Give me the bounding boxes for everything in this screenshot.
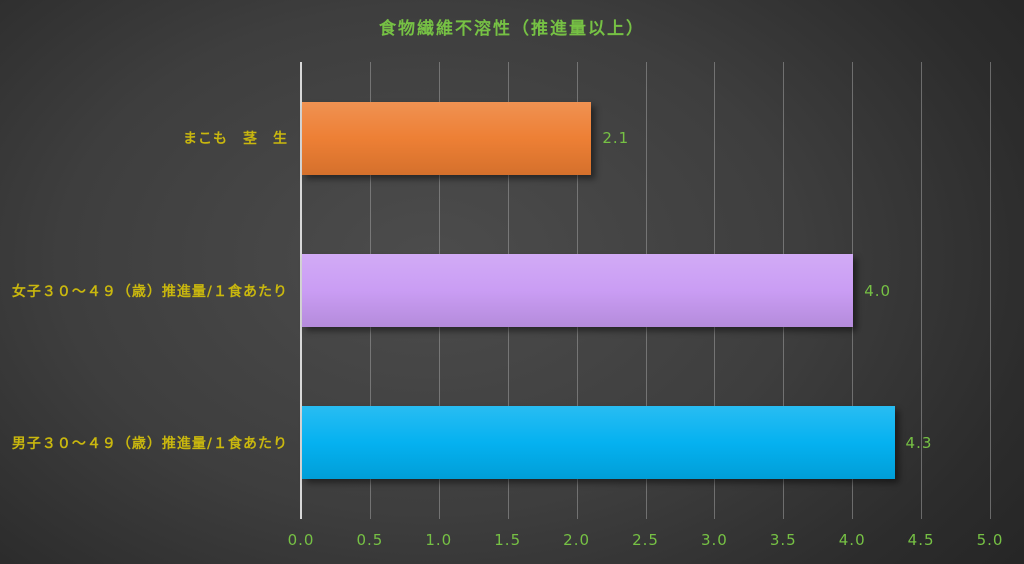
x-axis-tick-label: 3.0 bbox=[700, 531, 728, 549]
bar-series-3 bbox=[302, 406, 895, 480]
bar-series-2 bbox=[302, 254, 854, 327]
data-label: 4.3 bbox=[905, 433, 933, 452]
category-label: 男子３０～４９（歳）推進量/１食あたり bbox=[11, 435, 288, 452]
x-axis-tick-label: 0.5 bbox=[356, 531, 384, 549]
x-axis-tick-label: 0.0 bbox=[287, 531, 315, 549]
data-label: 2.1 bbox=[602, 129, 630, 148]
x-axis-tick-label: 1.5 bbox=[494, 531, 522, 549]
bar-series-1 bbox=[302, 101, 592, 175]
x-axis-tick-label: 3.5 bbox=[769, 531, 797, 549]
gridline bbox=[990, 62, 991, 519]
value-axis-line bbox=[300, 62, 302, 519]
data-label: 4.0 bbox=[864, 281, 892, 300]
x-axis-tick-label: 2.5 bbox=[632, 531, 659, 549]
plot-area: 0.0 0.5 1.0 1.5 2.0 2.5 3.0 3.5 4.0 4.5 5.0 2.1 まこも … bbox=[12, 62, 1002, 549]
x-axis-tick-label: 1.0 bbox=[425, 531, 453, 549]
chart-title: 食物繊維不溶性（推進量以上） bbox=[379, 19, 645, 39]
x-axis-tick-label: 2.0 bbox=[563, 531, 591, 549]
x-axis-tick-label: 5.0 bbox=[976, 531, 1004, 549]
x-axis-tick-label: 4.5 bbox=[907, 531, 935, 549]
gridline bbox=[921, 62, 923, 519]
category-label: まこも 茎 生 bbox=[183, 131, 288, 148]
x-axis-tick-label: 4.0 bbox=[838, 531, 866, 549]
category-label: 女子３０～４９（歳）推進量/１食あたり bbox=[11, 283, 288, 300]
